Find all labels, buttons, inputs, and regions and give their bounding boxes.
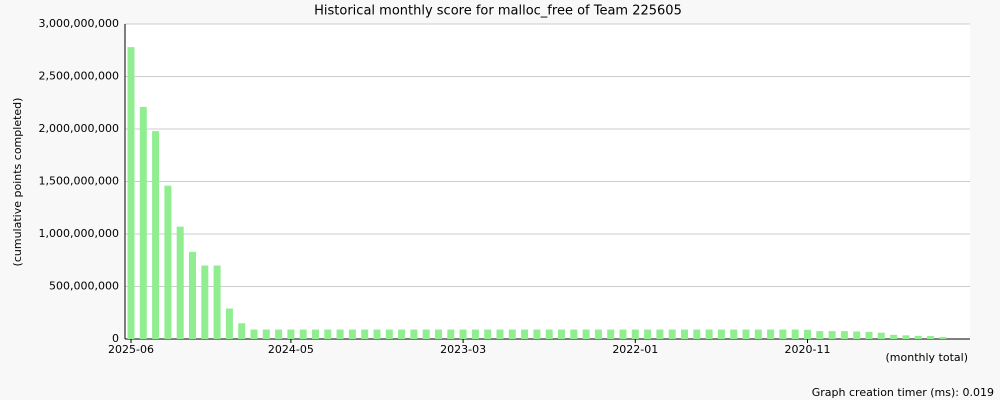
y-tick-label: 2,500,000,000 (39, 70, 119, 83)
chart-title: Historical monthly score for malloc_free… (314, 4, 682, 19)
bar (533, 329, 541, 339)
bar (939, 336, 947, 339)
bar (201, 265, 209, 339)
bar (250, 329, 258, 339)
bar (471, 329, 479, 339)
bar (312, 329, 319, 339)
bar (275, 329, 283, 339)
bar (484, 329, 492, 339)
bar (459, 329, 467, 339)
bar (324, 329, 332, 339)
bar (164, 185, 172, 339)
bar (840, 331, 848, 339)
bar (779, 329, 787, 339)
x-tick-label: 2024-05 (268, 343, 314, 356)
bar (828, 331, 836, 339)
x-axis-note: (monthly total) (886, 351, 969, 364)
bar (348, 329, 356, 339)
bar (914, 335, 922, 339)
bar (287, 329, 295, 339)
y-tick-label: 3,000,000,000 (39, 17, 119, 30)
x-tick-label: 2020-11 (785, 343, 831, 356)
bar (176, 226, 184, 339)
bar (435, 329, 442, 339)
bar (730, 329, 738, 339)
bar (705, 329, 713, 339)
footer: Graph creation timer (ms): 0.019 (812, 386, 994, 399)
bar (521, 329, 529, 339)
y-tick-label: 0 (112, 332, 119, 345)
bar (582, 329, 590, 339)
x-tick-label: 2022-01 (612, 343, 658, 356)
bar (816, 331, 824, 339)
bar (496, 329, 504, 339)
bar (508, 329, 516, 339)
bar (717, 329, 725, 339)
bar (693, 329, 701, 339)
bar (127, 47, 135, 339)
bar (619, 329, 627, 339)
bar (754, 329, 762, 339)
bar (447, 329, 455, 339)
bar (877, 332, 885, 339)
y-axis-label: (cumulative points completed) (11, 98, 24, 267)
bar (607, 329, 615, 339)
bar (865, 331, 873, 339)
bar (373, 329, 381, 339)
bar (336, 329, 344, 339)
bar (545, 329, 553, 339)
bar (422, 329, 430, 339)
bar (225, 308, 233, 339)
x-tick-label: 2023-03 (440, 343, 486, 356)
y-tick-label: 2,000,000,000 (39, 122, 119, 135)
bar (853, 331, 861, 339)
bar (902, 335, 910, 339)
bar (410, 329, 418, 339)
bar (668, 329, 676, 339)
bar (238, 323, 246, 339)
bar (213, 265, 221, 339)
y-tick-label: 1,500,000,000 (39, 175, 119, 188)
bar (742, 329, 750, 339)
bar (594, 329, 602, 339)
bar (791, 329, 799, 339)
bar (927, 336, 934, 339)
bar (139, 106, 147, 339)
bar (385, 329, 393, 339)
bar (262, 329, 270, 339)
bar (656, 329, 664, 339)
y-tick-label: 500,000,000 (49, 280, 119, 293)
bar (631, 329, 639, 339)
bar (804, 329, 811, 339)
bar (361, 329, 369, 339)
bar (189, 251, 196, 339)
x-tick-label: 2025-06 (108, 343, 154, 356)
bar (644, 329, 652, 339)
y-tick-label: 1,000,000,000 (39, 227, 119, 240)
bar (767, 329, 775, 339)
bar (152, 131, 160, 339)
bar (890, 334, 898, 339)
bar (558, 329, 565, 339)
bar (398, 329, 406, 339)
bar (681, 329, 688, 339)
bar (299, 329, 307, 339)
bar (570, 329, 578, 339)
